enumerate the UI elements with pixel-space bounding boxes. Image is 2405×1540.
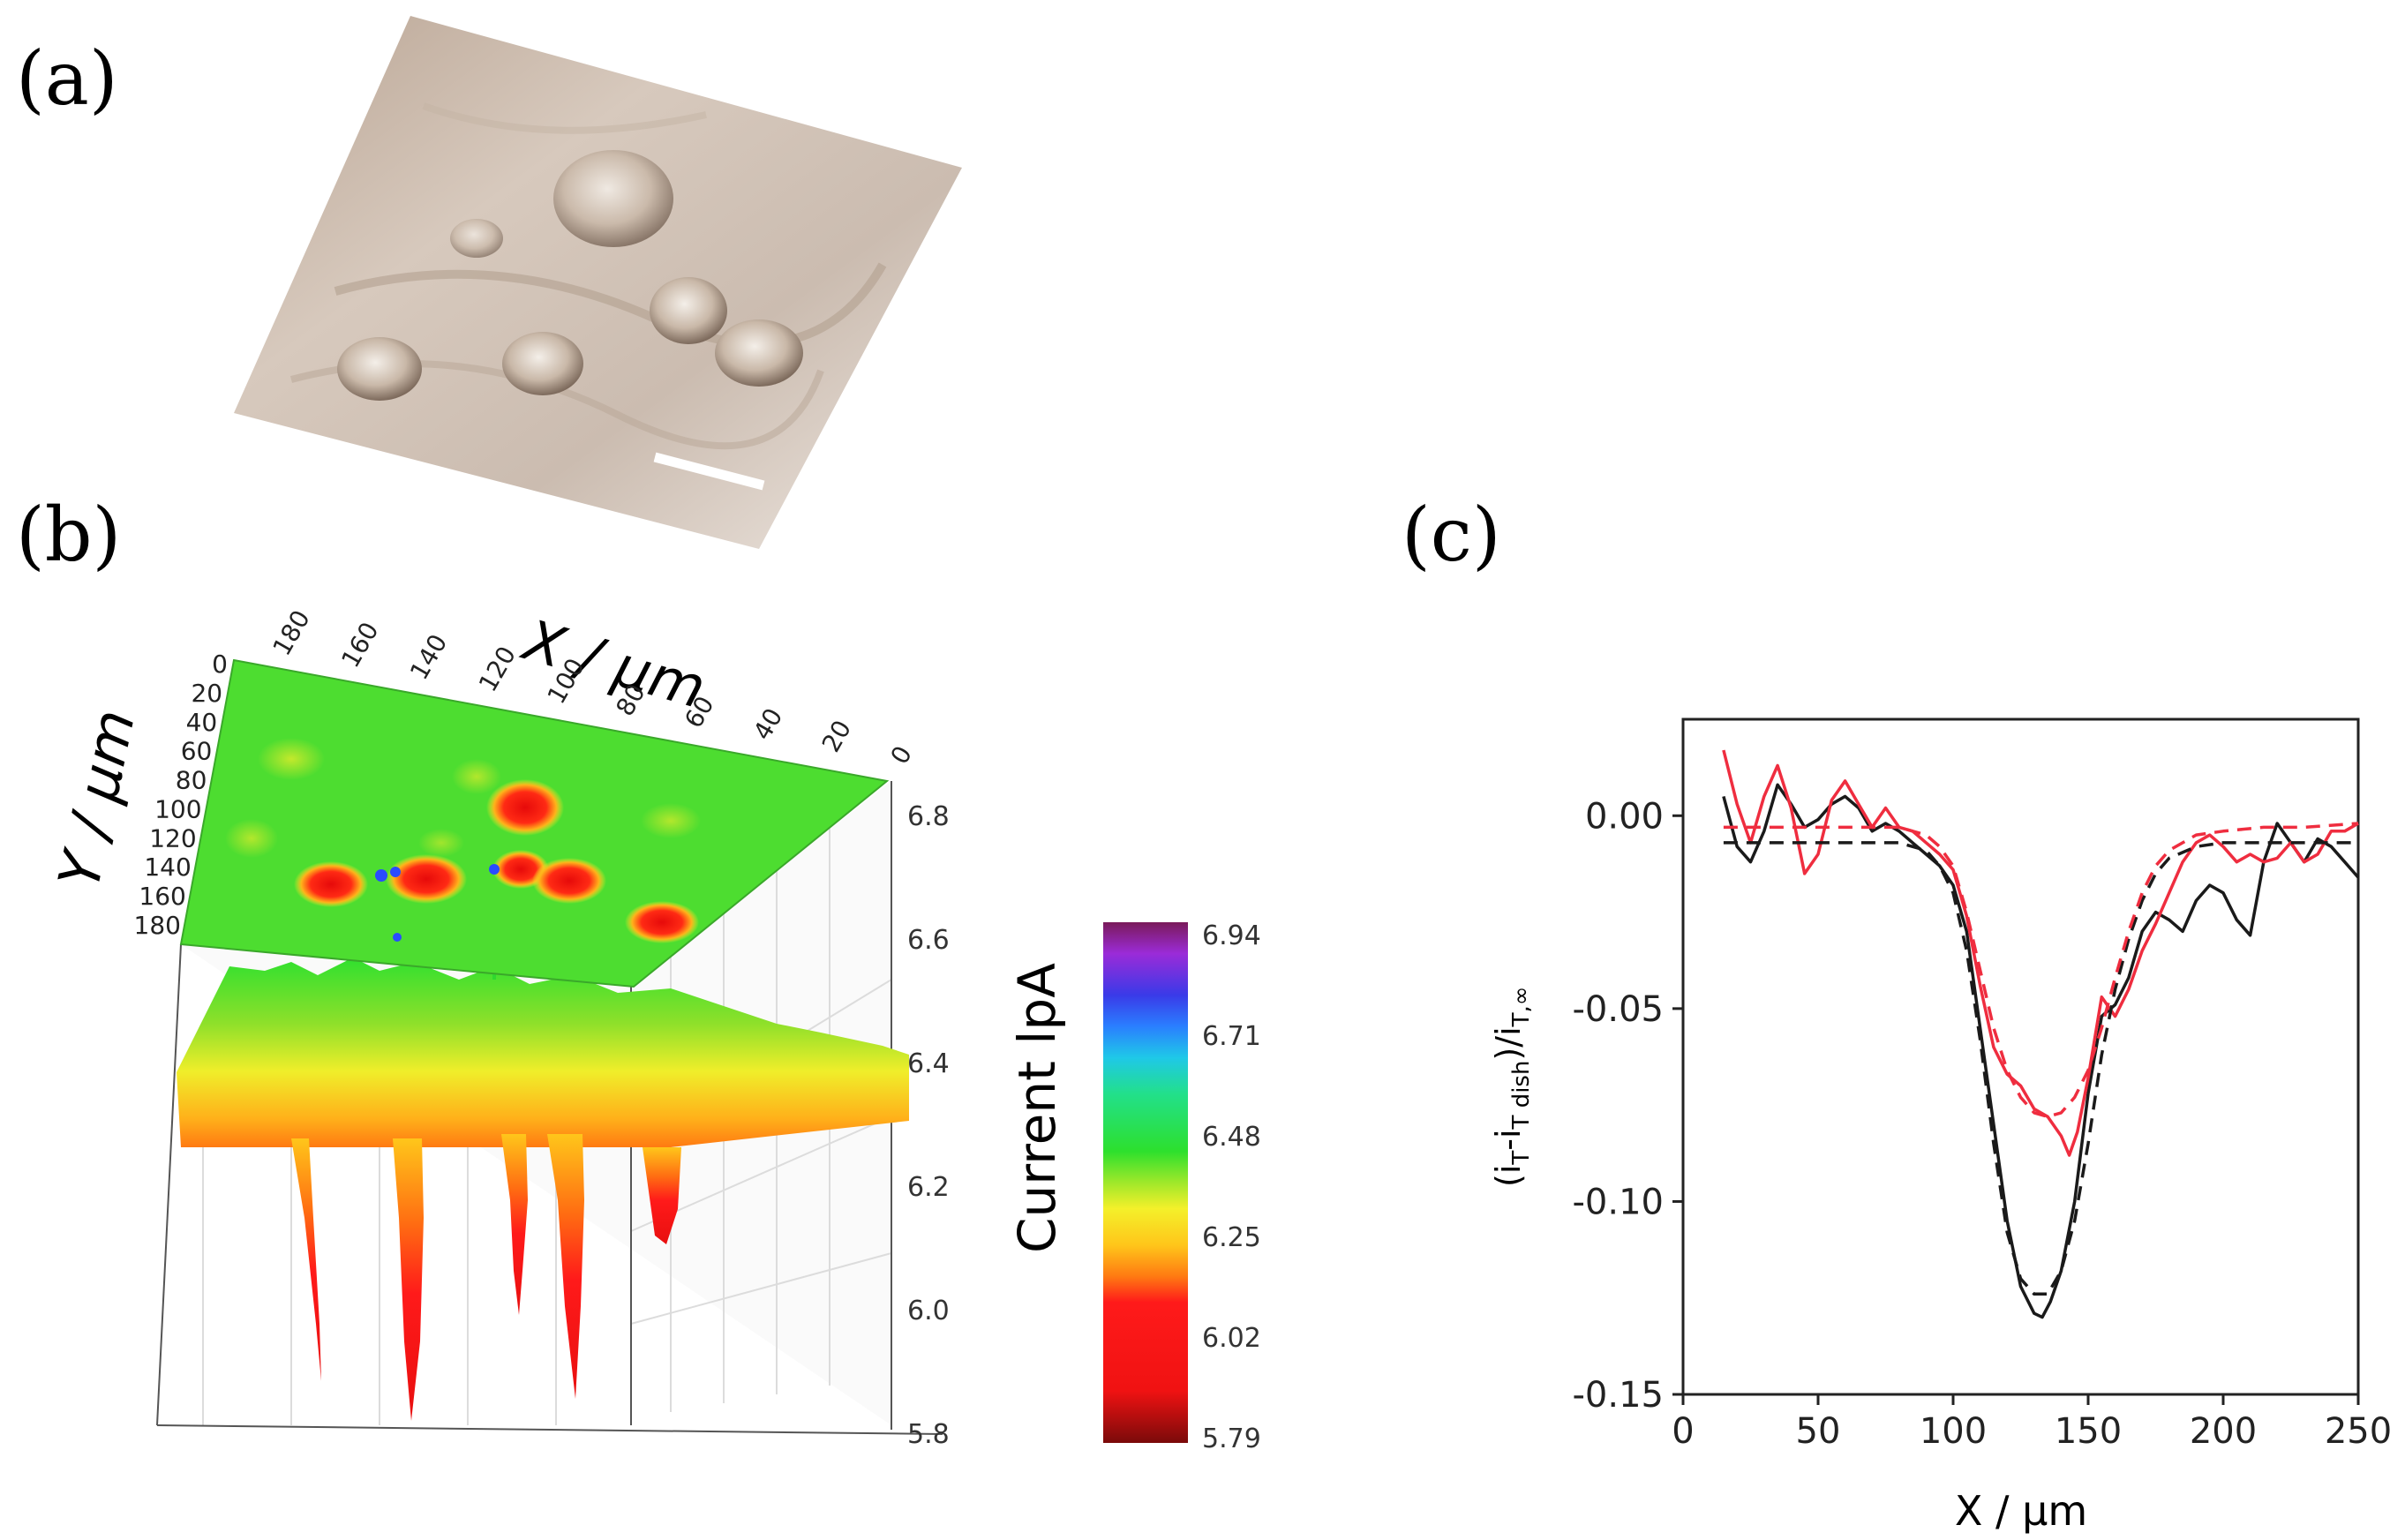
x-axis: 0 50 100 150 200 250 xyxy=(1672,1394,2392,1452)
series-group xyxy=(1722,749,2360,1319)
y-tick-label: -0.10 xyxy=(1573,1182,1665,1222)
cell xyxy=(650,277,727,344)
plot-frame xyxy=(1681,717,2360,1396)
colorbar xyxy=(1103,922,1188,1443)
hotspot xyxy=(625,901,699,943)
x-tick-label: 120 xyxy=(473,642,522,697)
x-tick-label: 100 xyxy=(1920,1411,1987,1452)
series-line-1 xyxy=(1722,783,2360,1319)
series-line-4 xyxy=(1723,822,2359,1119)
z-tick-label: 6.0 xyxy=(907,1296,950,1326)
hotspot xyxy=(294,861,368,907)
panel-b-label: (b) xyxy=(16,492,121,578)
z-axis-ticks: 6.8 6.6 6.4 6.2 6.0 5.8 xyxy=(907,801,950,1450)
z-tick-label: 6.4 xyxy=(907,1048,950,1079)
cell xyxy=(450,219,503,258)
panel-a-label: (a) xyxy=(16,35,118,122)
x-tick-label: 250 xyxy=(2325,1411,2392,1452)
z-tick-label: 5.8 xyxy=(907,1419,950,1450)
y-tick-label: 0.00 xyxy=(1585,796,1664,837)
x-tick-label: 20 xyxy=(816,715,857,756)
hotspot xyxy=(486,779,564,836)
microscope-photo xyxy=(234,16,962,549)
cell xyxy=(337,337,422,401)
z-tick-label: 6.8 xyxy=(907,801,950,832)
colorbar-ticks: 6.94 6.71 6.48 6.25 6.02 5.79 xyxy=(1202,920,1261,1454)
y-axis-label: (iT-iT dish)/iT,∞ xyxy=(1489,987,1535,1187)
x-tick-label: 0 xyxy=(1672,1411,1694,1452)
y-tick-label: 0 xyxy=(212,650,228,679)
x-tick-label: 140 xyxy=(404,629,453,685)
cell xyxy=(553,150,673,247)
y-axis: 0.00 -0.05 -0.10 -0.15 xyxy=(1573,796,1683,1416)
y-axis-title: Y / μm xyxy=(47,704,148,894)
hotspot xyxy=(532,858,606,904)
colorbar-tick-label: 6.48 xyxy=(1202,1122,1261,1153)
y-tick-label: 140 xyxy=(144,853,191,882)
series-line-3 xyxy=(1723,841,2358,1296)
series-line-2 xyxy=(1722,749,2359,1157)
colorbar-tick-label: 6.02 xyxy=(1202,1323,1261,1354)
colorbar-tick-label: 6.94 xyxy=(1202,920,1261,951)
colorbar-tick-label: 6.25 xyxy=(1202,1222,1261,1253)
z-axis-title: Current lpA xyxy=(1007,963,1067,1253)
scale-bar xyxy=(653,452,765,491)
x-tick-label: 0 xyxy=(884,741,917,770)
line-profile-chart: 0 50 100 150 200 250 0.00 -0.05 -0.10 -0.15 X / … xyxy=(1489,717,2392,1535)
x-tick-label: 200 xyxy=(2190,1411,2257,1452)
y-tick-label: 100 xyxy=(154,794,201,823)
y-tick-label: -0.15 xyxy=(1573,1375,1665,1416)
heatmap-features xyxy=(225,738,701,943)
x-tick-label: 50 xyxy=(1796,1411,1841,1452)
x-tick-label: 160 xyxy=(335,617,384,672)
y-tick-label: -0.05 xyxy=(1573,989,1665,1030)
photo-frame xyxy=(234,16,962,549)
x-tick-label: 180 xyxy=(267,605,315,661)
y-tick-label: 120 xyxy=(149,823,196,853)
colorbar-tick-label: 6.71 xyxy=(1202,1021,1261,1052)
x-tick-label: 150 xyxy=(2055,1411,2122,1452)
y-tick-label: 160 xyxy=(139,882,185,911)
panel-c-label: (c) xyxy=(1402,492,1501,578)
y-tick-label: 180 xyxy=(134,911,181,940)
z-tick-label: 6.6 xyxy=(907,925,950,956)
hotspot xyxy=(386,854,467,904)
surface-dips xyxy=(291,1134,681,1421)
y-tick-label: 80 xyxy=(176,766,207,795)
colorbar-tick-label: 5.79 xyxy=(1202,1424,1261,1454)
current-map-3d: X / μm Y / μm Current lpA 180 160 140 120 10… xyxy=(47,605,1261,1454)
y-tick-label: 60 xyxy=(181,737,213,766)
z-tick-label: 6.2 xyxy=(907,1172,950,1203)
surface-body xyxy=(177,958,909,1147)
y-tick-label: 20 xyxy=(191,679,222,708)
cell xyxy=(502,332,583,395)
x-tick-label: 40 xyxy=(748,703,788,745)
cell xyxy=(715,319,803,387)
y-tick-label: 40 xyxy=(186,708,218,737)
x-axis-label: X / μm xyxy=(1955,1487,2087,1535)
